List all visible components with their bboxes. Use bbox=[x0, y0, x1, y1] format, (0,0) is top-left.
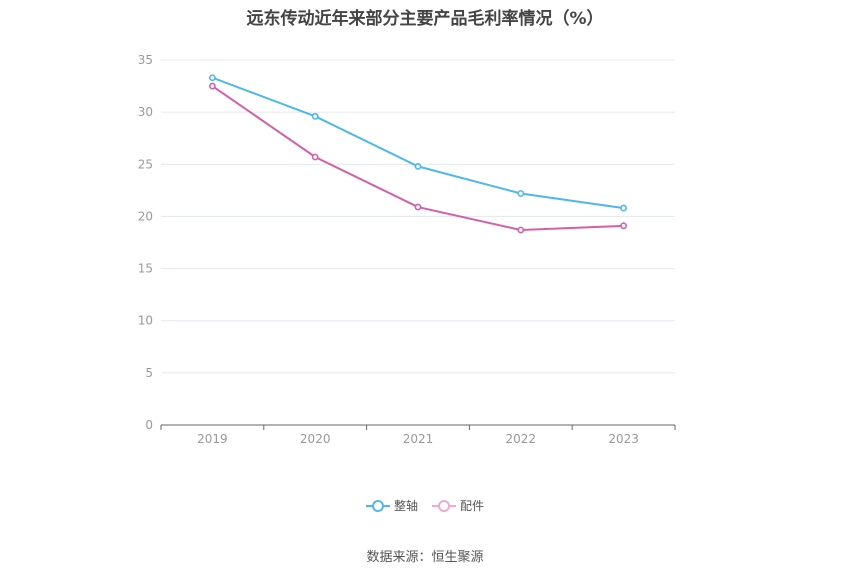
x-tick-label: 2020 bbox=[300, 432, 331, 446]
y-tick-label: 30 bbox=[138, 105, 153, 119]
data-point-整轴[interactable] bbox=[208, 74, 216, 82]
data-point-整轴[interactable] bbox=[517, 190, 525, 197]
legend-label: 整轴 bbox=[393, 499, 418, 513]
data-point-整轴[interactable] bbox=[311, 112, 319, 120]
data-point-配件[interactable] bbox=[517, 226, 525, 234]
y-tick-label: 10 bbox=[138, 314, 153, 328]
legend-item-整轴[interactable]: 整轴 bbox=[365, 497, 418, 514]
axes: 0 5 10 15 20 25 30 35 2019 2020 2021 2022 2023 bbox=[138, 53, 676, 446]
data-point-配件[interactable] bbox=[620, 222, 627, 230]
data-point-配件[interactable] bbox=[414, 203, 422, 211]
series-line-整轴 bbox=[212, 76, 624, 210]
y-tick-label: 35 bbox=[138, 53, 153, 67]
y-tick-label: 25 bbox=[138, 157, 153, 171]
data-source: 数据来源：恒生聚源 bbox=[366, 550, 484, 565]
data-point-配件[interactable] bbox=[311, 153, 319, 161]
grid-lines bbox=[161, 59, 675, 374]
y-tick-label: 0 bbox=[145, 418, 153, 432]
legend-item-配件[interactable]: 配件 bbox=[432, 497, 484, 514]
chart-title: 远东传动近年来部分主要产品毛利率情况（%） bbox=[246, 9, 604, 29]
legend: 整轴 配件 bbox=[0, 497, 850, 514]
data-point-整轴[interactable] bbox=[620, 204, 627, 212]
y-tick-label: 15 bbox=[138, 262, 153, 276]
legend-swatch-icon bbox=[432, 499, 456, 512]
series-layer bbox=[208, 74, 627, 234]
x-tick-label: 2023 bbox=[608, 432, 639, 446]
data-point-整轴[interactable] bbox=[414, 162, 422, 170]
legend-swatch-icon bbox=[365, 499, 390, 512]
x-tick-label: 2021 bbox=[403, 432, 434, 446]
x-tick-label: 2019 bbox=[197, 432, 228, 446]
legend-label: 配件 bbox=[460, 499, 485, 513]
y-tick-label: 5 bbox=[145, 366, 153, 380]
y-tick-label: 20 bbox=[138, 209, 153, 223]
data-point-配件[interactable] bbox=[208, 82, 216, 90]
x-tick-label: 2022 bbox=[506, 432, 537, 446]
